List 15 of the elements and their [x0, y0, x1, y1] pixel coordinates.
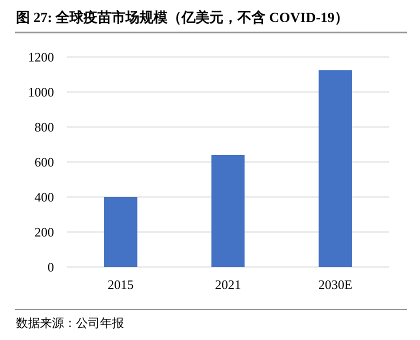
- x-tick-label: 2030E: [318, 277, 352, 292]
- y-tick-label: 0: [48, 260, 54, 274]
- x-tick-label: 2015: [108, 277, 134, 292]
- source-note: 数据来源：公司年报: [16, 316, 124, 330]
- y-tick-label: 1000: [28, 84, 54, 100]
- bar: [318, 70, 352, 267]
- bar: [104, 197, 138, 267]
- y-tick-label: 600: [34, 154, 54, 170]
- y-tick-label: 200: [34, 224, 54, 240]
- chart-title: 图 27: 全球疫苗市场规模（亿美元，不含 COVID-19）: [16, 9, 348, 26]
- x-tick-label: 2021: [215, 277, 241, 292]
- y-tick-label: 1200: [28, 50, 54, 64]
- bar: [211, 155, 245, 267]
- y-tick-label: 800: [34, 120, 54, 134]
- y-tick-label: 400: [34, 190, 54, 204]
